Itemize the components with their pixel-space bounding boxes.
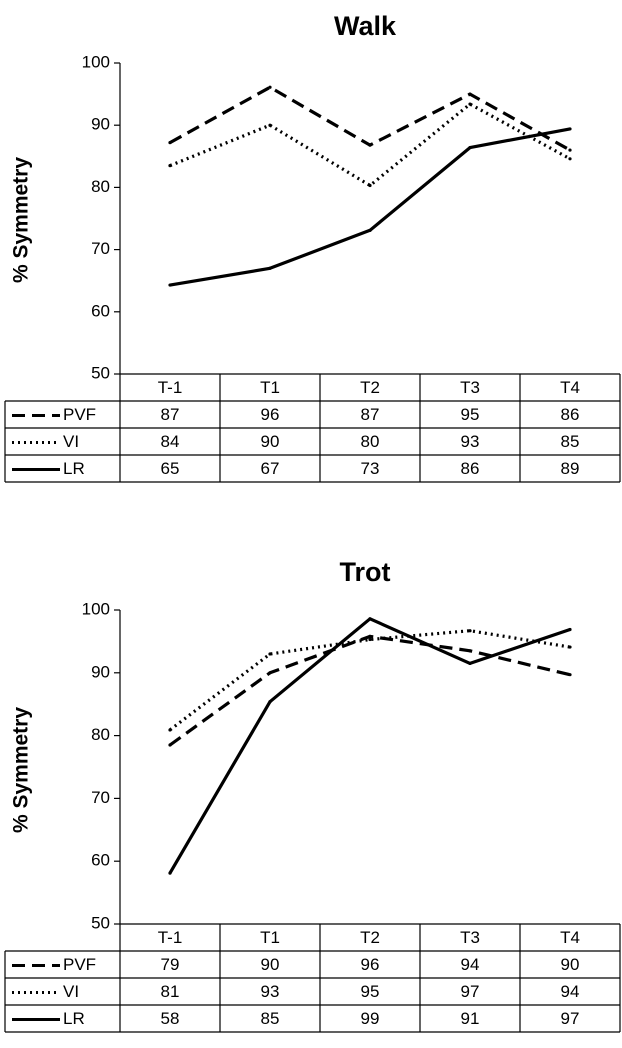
chart-2-table-value: 58: [161, 1009, 180, 1028]
chart-1-legend-label: PVF: [63, 405, 96, 424]
chart-1-table-value: 87: [161, 405, 180, 424]
chart-2-table-value: 79: [161, 955, 180, 974]
chart-1-legend-label: LR: [63, 459, 85, 478]
chart-2-y-tick-label: 100: [82, 599, 110, 618]
chart-1-data-point-pvf: [568, 148, 572, 152]
chart-2-y-tick-label: 90: [91, 662, 110, 681]
chart-2-table-value: 90: [561, 955, 580, 974]
chart-2-data-point-lr: [368, 617, 372, 621]
chart-1-table-value: 67: [261, 459, 280, 478]
chart-1-data-point-lr: [368, 228, 372, 232]
chart-2-data-point-vi: [468, 629, 472, 633]
chart-2-data-point-pvf: [468, 649, 472, 653]
chart-1-table-value: 84: [161, 432, 180, 451]
chart-2-table-value: 95: [361, 982, 380, 1001]
chart-1-table-value: 73: [361, 459, 380, 478]
chart-1-data-point-vi: [368, 183, 372, 188]
chart-2-table-value: 93: [261, 982, 280, 1001]
chart-2-y-tick-label: 50: [91, 913, 110, 932]
chart-2-table-value: 96: [361, 955, 380, 974]
chart-1-table-value: 87: [361, 405, 380, 424]
chart-1-x-tick-label: T2: [360, 378, 380, 397]
chart-2-series-line-pvf: [169, 634, 571, 747]
chart-2-y-axis-label: % Symmetry: [10, 707, 33, 833]
chart-1-data-point-pvf: [268, 85, 272, 89]
chart-2-table-value: 97: [561, 1009, 580, 1028]
chart-1-x-tick-label: T-1: [158, 378, 183, 397]
chart-2-table-value: 90: [261, 955, 280, 974]
chart-1-table-value: 90: [261, 432, 280, 451]
chart-1-data-point-lr: [168, 283, 172, 287]
chart-2-table-value: 91: [461, 1009, 480, 1028]
chart-2-series-line-lr: [168, 617, 571, 874]
chart-1-table-value: 80: [361, 432, 380, 451]
chart-2-y-tick-label: 60: [91, 851, 110, 870]
chart-2-x-tick-label: T4: [560, 928, 580, 947]
chart-2-data-point-pvf: [368, 634, 372, 638]
chart-1-x-tick-label: T3: [460, 378, 480, 397]
chart-2-legend-label: PVF: [63, 955, 96, 974]
chart-2-data-point-vi: [268, 652, 272, 656]
chart-2-x-tick-label: T2: [360, 928, 380, 947]
chart-2-data-point-lr: [268, 700, 272, 704]
chart-2-table-value: 85: [261, 1009, 280, 1028]
chart-2-table-value: 97: [461, 982, 480, 1001]
chart-1-y-tick-label: 60: [91, 301, 110, 320]
chart-2-x-tick-label: T1: [260, 928, 280, 947]
chart-1-data-point-pvf: [468, 92, 472, 96]
chart-2-data-point-pvf: [268, 671, 272, 675]
chart-1-y-tick-label: 80: [91, 177, 110, 196]
chart-1-data-point-lr: [468, 145, 472, 150]
chart-2-data-point-pvf: [568, 673, 572, 677]
chart-1-data-point-pvf: [368, 143, 372, 147]
chart-1-y-tick-label: 70: [91, 239, 110, 258]
chart-2-y-tick-label: 70: [91, 788, 110, 807]
chart-2-data-point-vi: [568, 645, 572, 649]
chart-1-data-point-pvf: [168, 141, 172, 145]
chart-2-series-line-vi: [169, 629, 571, 732]
chart-2-table-value: 99: [361, 1009, 380, 1028]
chart-1-title: Walk: [334, 11, 397, 41]
chart-1-table-value: 65: [161, 459, 180, 478]
chart-2-title: Trot: [340, 557, 391, 587]
chart-1-table-value: 89: [561, 459, 580, 478]
chart-2-data-point-lr: [468, 661, 472, 665]
chart-1-table-value: 93: [461, 432, 480, 451]
chart-1-data-point-vi: [168, 164, 172, 168]
chart-1-y-tick-label: 50: [91, 363, 110, 382]
chart-2-data-point-lr: [168, 871, 172, 875]
chart-1-y-tick-label: 90: [91, 115, 110, 134]
chart-2-data-point-pvf: [168, 743, 172, 747]
chart-1-table-value: 86: [461, 459, 480, 478]
chart-1-series-line-vi: [169, 102, 571, 188]
chart-2-y-tick-label: 80: [91, 725, 110, 744]
chart-1-data-point-vi: [568, 157, 572, 161]
chart-2-data-point-vi: [368, 637, 372, 642]
chart-2-x-tick-label: T-1: [158, 928, 183, 947]
chart-2-x-tick-label: T3: [460, 928, 480, 947]
chart-1-data-point-lr: [268, 266, 272, 270]
chart-1-data-point-vi: [468, 102, 472, 106]
chart-1-y-tick-label: 100: [82, 52, 110, 71]
chart-1-data-point-vi: [268, 123, 272, 127]
chart-1-x-tick-label: T1: [260, 378, 280, 397]
chart-1-y-axis-label: % Symmetry: [10, 157, 33, 283]
chart-1-x-tick-label: T4: [560, 378, 580, 397]
chart-1-legend-label: VI: [63, 432, 79, 451]
chart-2-data-point-lr: [568, 627, 572, 632]
chart-1-table-value: 85: [561, 432, 580, 451]
chart-1-table-value: 96: [261, 405, 280, 424]
chart-1-table-value: 95: [461, 405, 480, 424]
chart-1-data-point-lr: [568, 127, 572, 131]
chart-2-table-value: 94: [561, 982, 580, 1001]
chart-2-data-point-vi: [168, 728, 172, 732]
chart-1-series-line-lr: [169, 127, 571, 287]
chart-2-table-value: 94: [461, 955, 480, 974]
chart-2-table-value: 81: [161, 982, 180, 1001]
chart-2-legend-label: LR: [63, 1009, 85, 1028]
chart-1-table-value: 86: [561, 405, 580, 424]
chart-2-legend-label: VI: [63, 982, 79, 1001]
